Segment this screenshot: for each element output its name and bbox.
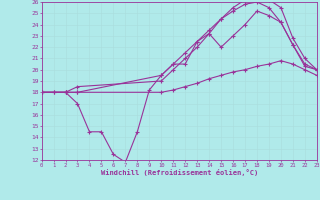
X-axis label: Windchill (Refroidissement éolien,°C): Windchill (Refroidissement éolien,°C) xyxy=(100,169,258,176)
